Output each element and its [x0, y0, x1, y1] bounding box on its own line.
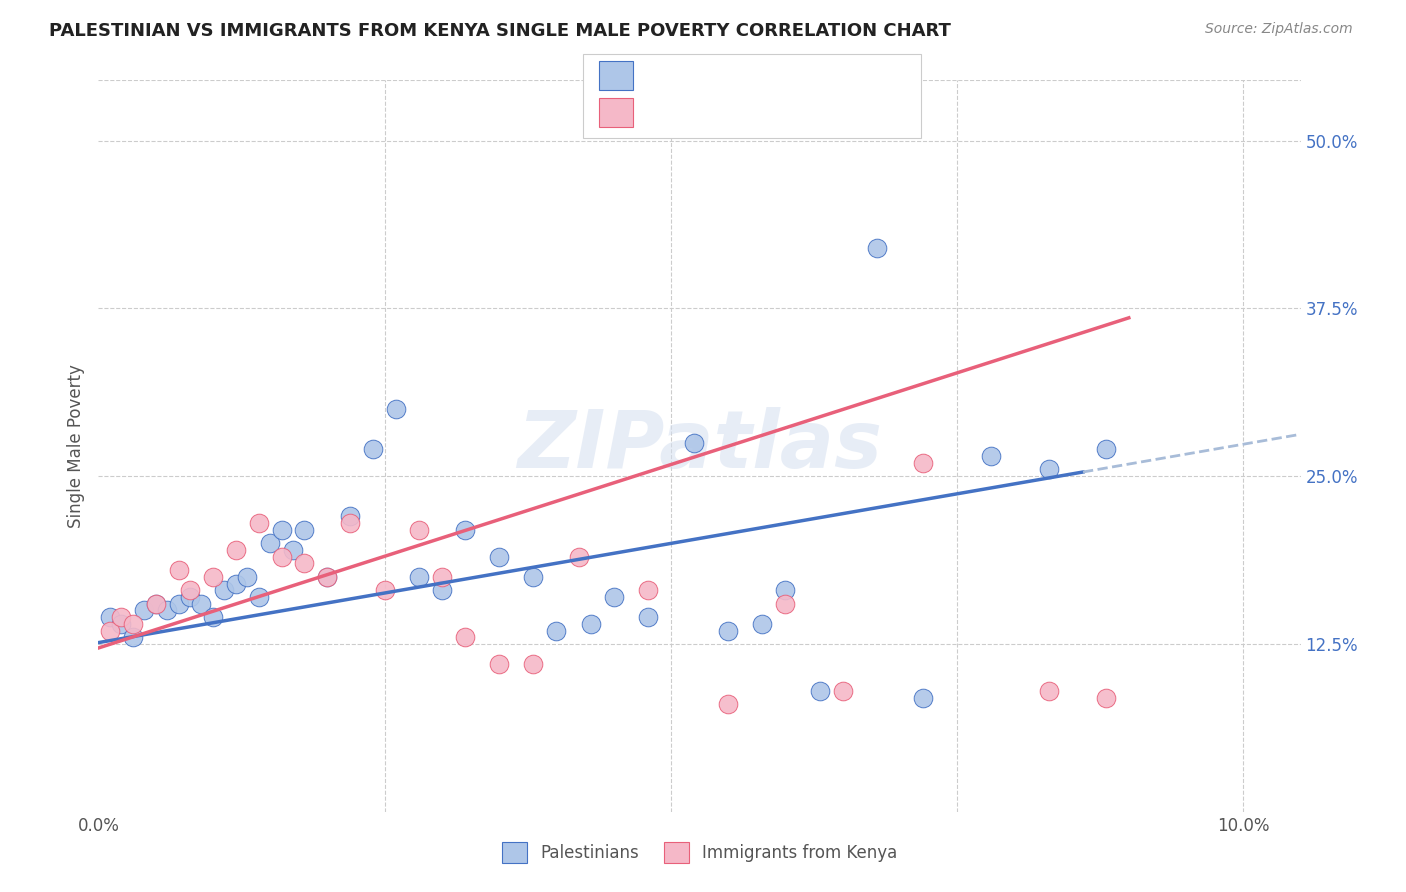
Text: R =: R = — [645, 69, 682, 87]
Point — [775, 583, 797, 598]
Point — [682, 435, 704, 450]
Point — [145, 597, 167, 611]
Point — [247, 516, 270, 531]
Point — [408, 570, 430, 584]
Point — [408, 523, 430, 537]
Text: 41: 41 — [794, 69, 817, 87]
Point — [236, 570, 259, 584]
Point — [339, 509, 361, 524]
Point — [225, 543, 247, 558]
Point — [214, 583, 236, 598]
Point — [98, 610, 121, 624]
Legend: Palestinians, Immigrants from Kenya: Palestinians, Immigrants from Kenya — [495, 836, 904, 869]
Point — [488, 549, 510, 564]
Point — [602, 590, 624, 604]
Point — [156, 603, 179, 617]
Point — [339, 516, 361, 531]
Point — [522, 657, 544, 671]
Point — [225, 576, 247, 591]
Point — [259, 536, 281, 550]
Point — [808, 684, 831, 698]
Point — [488, 657, 510, 671]
Point — [385, 402, 408, 417]
Point — [179, 583, 201, 598]
Point — [361, 442, 384, 457]
Point — [775, 597, 797, 611]
Point — [866, 241, 889, 255]
Text: R =: R = — [645, 105, 682, 123]
Point — [751, 616, 773, 631]
Point — [980, 449, 1002, 463]
Point — [374, 583, 396, 598]
Text: N =: N = — [751, 105, 799, 123]
Text: Source: ZipAtlas.com: Source: ZipAtlas.com — [1205, 22, 1353, 37]
Text: ZIPatlas: ZIPatlas — [517, 407, 882, 485]
Point — [190, 597, 212, 611]
Text: 0.483: 0.483 — [685, 105, 737, 123]
Point — [1038, 684, 1060, 698]
Point — [1095, 442, 1118, 457]
Point — [579, 616, 602, 631]
Point — [522, 570, 544, 584]
Point — [430, 570, 453, 584]
Point — [179, 590, 201, 604]
Point — [167, 563, 190, 577]
Point — [294, 523, 316, 537]
Point — [717, 698, 740, 712]
Point — [831, 684, 853, 698]
Point — [316, 570, 339, 584]
Point — [1038, 462, 1060, 476]
Point — [637, 610, 659, 624]
Point — [1095, 690, 1118, 705]
Point — [316, 570, 339, 584]
Point — [121, 630, 143, 644]
Point — [201, 610, 224, 624]
Text: N =: N = — [751, 69, 799, 87]
Point — [110, 616, 132, 631]
Point — [454, 630, 477, 644]
Point — [167, 597, 190, 611]
Point — [110, 610, 132, 624]
Point — [270, 523, 292, 537]
Point — [201, 570, 224, 584]
Point — [270, 549, 292, 564]
Text: 0.426: 0.426 — [685, 69, 737, 87]
Text: PALESTINIAN VS IMMIGRANTS FROM KENYA SINGLE MALE POVERTY CORRELATION CHART: PALESTINIAN VS IMMIGRANTS FROM KENYA SIN… — [49, 22, 950, 40]
Text: 27: 27 — [794, 105, 818, 123]
Point — [121, 616, 143, 631]
Point — [911, 690, 934, 705]
Point — [294, 557, 316, 571]
Point — [546, 624, 568, 638]
Point — [568, 549, 591, 564]
Point — [247, 590, 270, 604]
Point — [911, 456, 934, 470]
Y-axis label: Single Male Poverty: Single Male Poverty — [66, 364, 84, 528]
Point — [98, 624, 121, 638]
Point — [717, 624, 740, 638]
Point — [134, 603, 156, 617]
Point — [430, 583, 453, 598]
Point — [454, 523, 477, 537]
Point — [281, 543, 304, 558]
Point — [145, 597, 167, 611]
Point — [637, 583, 659, 598]
